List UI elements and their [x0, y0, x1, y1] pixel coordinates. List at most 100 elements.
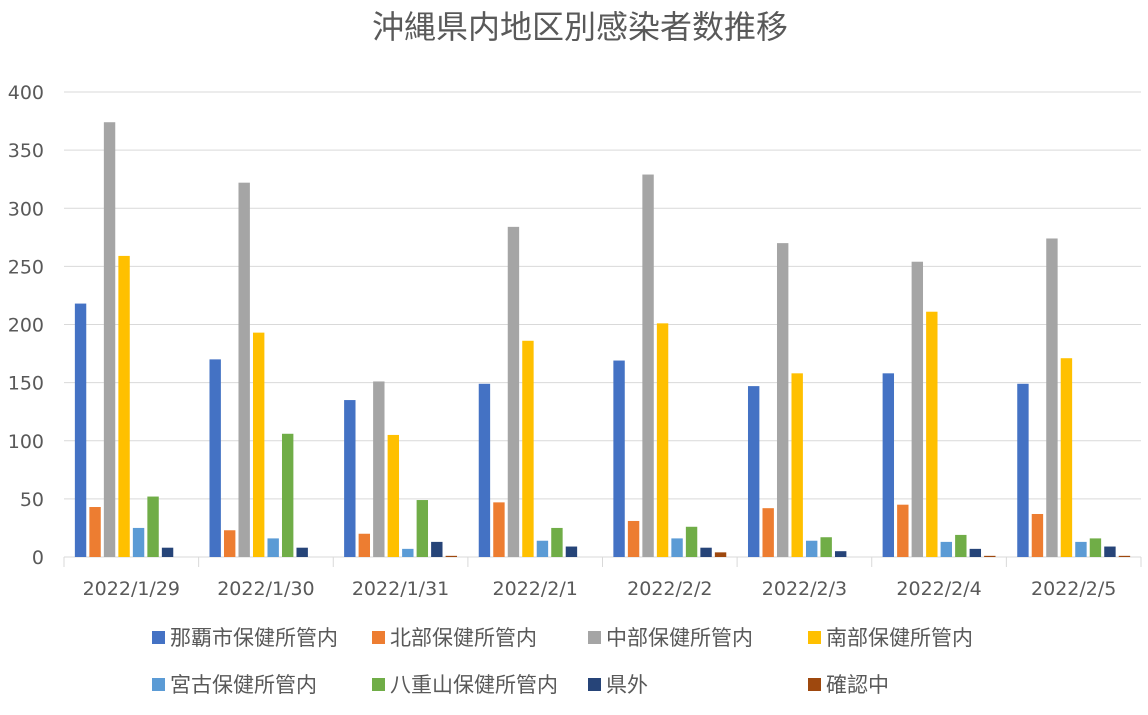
bar	[984, 555, 996, 557]
bar	[161, 547, 174, 557]
y-tick-label: 0	[32, 547, 44, 569]
bar	[1031, 513, 1044, 557]
bar	[613, 360, 625, 557]
x-tick-label: 2022/1/30	[217, 578, 314, 600]
bar	[147, 496, 159, 557]
legend-swatch	[588, 631, 601, 644]
chart-title: 沖縄県内地区別感染者数推移	[372, 8, 788, 46]
x-tick-label: 2022/2/3	[762, 578, 847, 600]
bar	[445, 555, 458, 557]
y-axis-ticks: 0 50 100 150 200 250 300 350 400	[8, 82, 44, 569]
legend-label: 八重山保健所管内	[390, 673, 558, 697]
x-tick-label: 2022/1/31	[352, 578, 449, 600]
y-tick-label: 400	[8, 82, 44, 104]
bar	[223, 530, 236, 557]
bar	[627, 520, 640, 557]
bar	[1089, 538, 1102, 557]
bar	[209, 359, 221, 557]
bar	[969, 548, 982, 557]
bar	[820, 537, 832, 557]
x-tick-label: 2022/1/29	[83, 578, 180, 600]
bar	[267, 538, 279, 557]
x-tick-label: 2022/2/4	[896, 578, 981, 600]
legend-label: 中部保健所管内	[606, 626, 753, 650]
bar	[776, 243, 789, 557]
bar	[1046, 238, 1058, 557]
y-tick-label: 50	[20, 489, 44, 511]
bar	[926, 311, 938, 557]
legend-swatch	[152, 678, 165, 691]
bar	[281, 433, 294, 557]
x-tick-label: 2022/2/5	[1031, 578, 1116, 600]
x-tick-label: 2022/2/2	[627, 578, 712, 600]
legend-swatch	[588, 678, 601, 691]
bar	[118, 255, 130, 557]
bar	[834, 551, 847, 557]
bar	[565, 546, 578, 557]
legend-label: 確認中	[826, 673, 889, 697]
bar	[714, 552, 727, 557]
bar	[642, 174, 654, 557]
bar	[522, 340, 534, 557]
bar	[478, 383, 491, 557]
y-tick-label: 200	[8, 315, 44, 337]
bar	[1118, 555, 1131, 557]
bar	[671, 538, 683, 557]
legend-label: 那覇市保健所管内	[170, 626, 338, 650]
bar	[431, 541, 443, 557]
bar	[1104, 546, 1116, 557]
bar	[685, 526, 698, 557]
bar	[344, 400, 356, 557]
bar	[252, 332, 265, 557]
bar	[762, 508, 774, 557]
bar	[897, 504, 909, 557]
bar	[358, 533, 371, 557]
bar	[507, 226, 520, 557]
bar	[493, 502, 505, 557]
y-tick-label: 250	[8, 256, 44, 278]
legend-swatch	[152, 631, 165, 644]
x-tick-label: 2022/2/1	[493, 578, 578, 600]
bar	[551, 527, 563, 557]
legend-swatch	[808, 631, 821, 644]
y-tick-label: 300	[8, 198, 44, 220]
bar	[791, 373, 803, 557]
bar	[132, 527, 145, 557]
bar	[103, 122, 116, 557]
legend-swatch	[372, 678, 385, 691]
bar	[536, 540, 549, 557]
x-axis: 2022/1/29 2022/1/30 2022/1/31 2022/2/1 2022/…	[63, 557, 1142, 600]
bar	[882, 373, 895, 557]
legend-label: 南部保健所管内	[826, 626, 973, 650]
bar	[238, 182, 250, 558]
y-tick-label: 350	[8, 140, 44, 162]
bar	[1060, 358, 1073, 557]
bar	[911, 261, 924, 557]
legend-swatch	[372, 631, 385, 644]
bar	[89, 507, 101, 557]
bars	[74, 122, 1131, 558]
bar	[402, 548, 414, 557]
bar	[656, 323, 669, 557]
bar	[416, 500, 429, 557]
bar	[373, 381, 385, 557]
legend-label: 北部保健所管内	[390, 626, 537, 650]
y-tick-label: 100	[8, 431, 44, 453]
bar	[387, 434, 400, 557]
bar	[747, 386, 760, 557]
bar	[940, 541, 953, 557]
bar	[700, 547, 712, 557]
bar	[296, 547, 308, 557]
bar	[1017, 383, 1029, 557]
legend-label: 宮古保健所管内	[170, 673, 317, 697]
y-tick-label: 150	[8, 373, 44, 395]
legend-label: 県外	[606, 673, 648, 697]
bar	[74, 303, 87, 557]
legend-swatch	[808, 678, 821, 691]
gridlines	[64, 91, 1141, 558]
bar	[955, 534, 967, 557]
bar	[805, 540, 818, 557]
bar	[1075, 541, 1087, 557]
